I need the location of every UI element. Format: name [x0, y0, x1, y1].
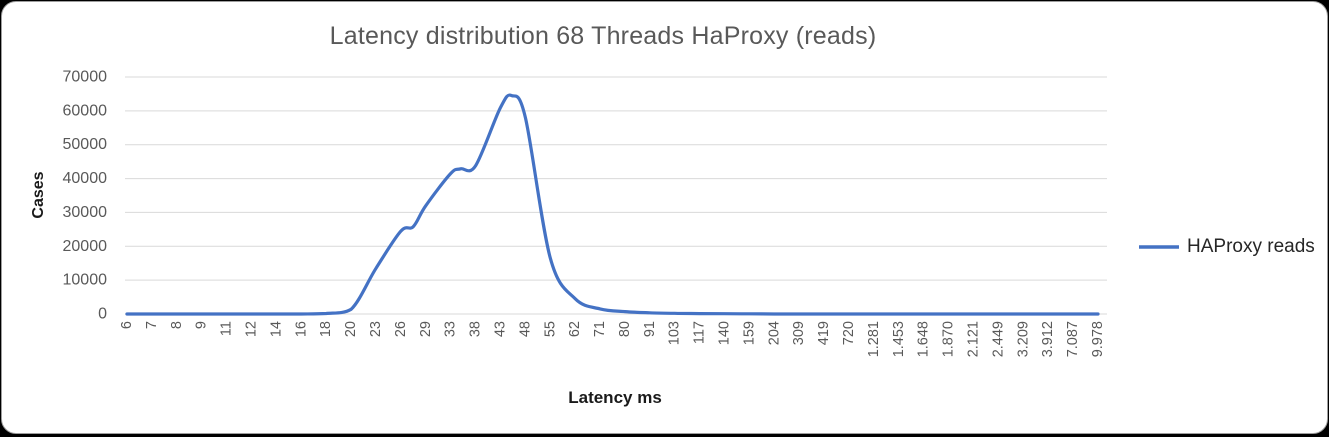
x-axis-title: Latency ms [568, 388, 662, 407]
x-tick-label: 33 [443, 321, 459, 337]
x-tick-label: 7.087 [1065, 321, 1081, 357]
x-tick-label: 1.453 [891, 321, 907, 357]
y-tick-label: 0 [98, 306, 107, 323]
x-tick-label: 71 [592, 321, 608, 337]
x-tick-label: 23 [368, 321, 384, 337]
y-tick-label: 30000 [63, 204, 108, 221]
x-tick-label: 103 [667, 321, 683, 345]
x-tick-label: 309 [791, 321, 807, 345]
x-tick-label: 62 [567, 321, 583, 337]
y-tick-label: 50000 [63, 136, 108, 153]
x-tick-label: 55 [542, 321, 558, 337]
x-tick-label: 1.870 [941, 321, 957, 357]
y-tick-label: 60000 [63, 102, 108, 119]
legend: HAProxy reads [1138, 236, 1315, 258]
x-tick-label: 26 [393, 321, 409, 337]
x-tick-label: 6 [119, 321, 135, 329]
x-tick-label: 91 [642, 321, 658, 337]
y-tick-label: 70000 [63, 69, 108, 86]
x-tick-label: 29 [418, 321, 434, 337]
legend-line-icon [1139, 245, 1179, 249]
legend-label: HAProxy reads [1187, 236, 1315, 257]
x-tick-label: 14 [268, 321, 284, 337]
x-tick-label: 9 [194, 321, 210, 329]
y-tick-label: 10000 [63, 272, 108, 289]
x-tick-label: 3.912 [1040, 321, 1056, 357]
x-tick-label: 12 [243, 321, 259, 337]
x-tick-label: 117 [692, 321, 708, 344]
x-tick-label: 48 [517, 321, 533, 337]
x-tick-label: 1.281 [866, 321, 882, 357]
y-tick-label: 40000 [63, 170, 108, 187]
x-tick-label: 720 [841, 321, 857, 345]
series-line-haproxy-reads [125, 93, 1100, 316]
x-tick-label: 7 [144, 321, 160, 329]
x-tick-label: 2.449 [990, 321, 1006, 357]
x-tick-label: 16 [293, 321, 309, 337]
x-tick-label: 38 [468, 321, 484, 337]
y-tick-label: 20000 [63, 238, 108, 255]
x-tick-label: 419 [816, 321, 832, 345]
x-tick-label: 8 [169, 321, 185, 329]
x-tick-label: 204 [766, 321, 782, 345]
chart-title: Latency distribution 68 Threads HaProxy … [329, 22, 877, 50]
x-tick-label: 159 [741, 321, 757, 345]
x-tick-label: 80 [617, 321, 633, 337]
x-tick-label: 1.648 [916, 321, 932, 357]
x-tick-label: 18 [318, 321, 334, 337]
x-tick-label: 9.978 [1090, 321, 1106, 357]
x-tick-label: 140 [717, 321, 733, 345]
x-tick-label: 3.209 [1015, 321, 1031, 357]
x-tick-label: 2.121 [966, 321, 982, 357]
x-tick-label: 11 [219, 321, 235, 336]
x-tick-label: 20 [343, 321, 359, 337]
x-tick-label: 43 [492, 321, 508, 337]
